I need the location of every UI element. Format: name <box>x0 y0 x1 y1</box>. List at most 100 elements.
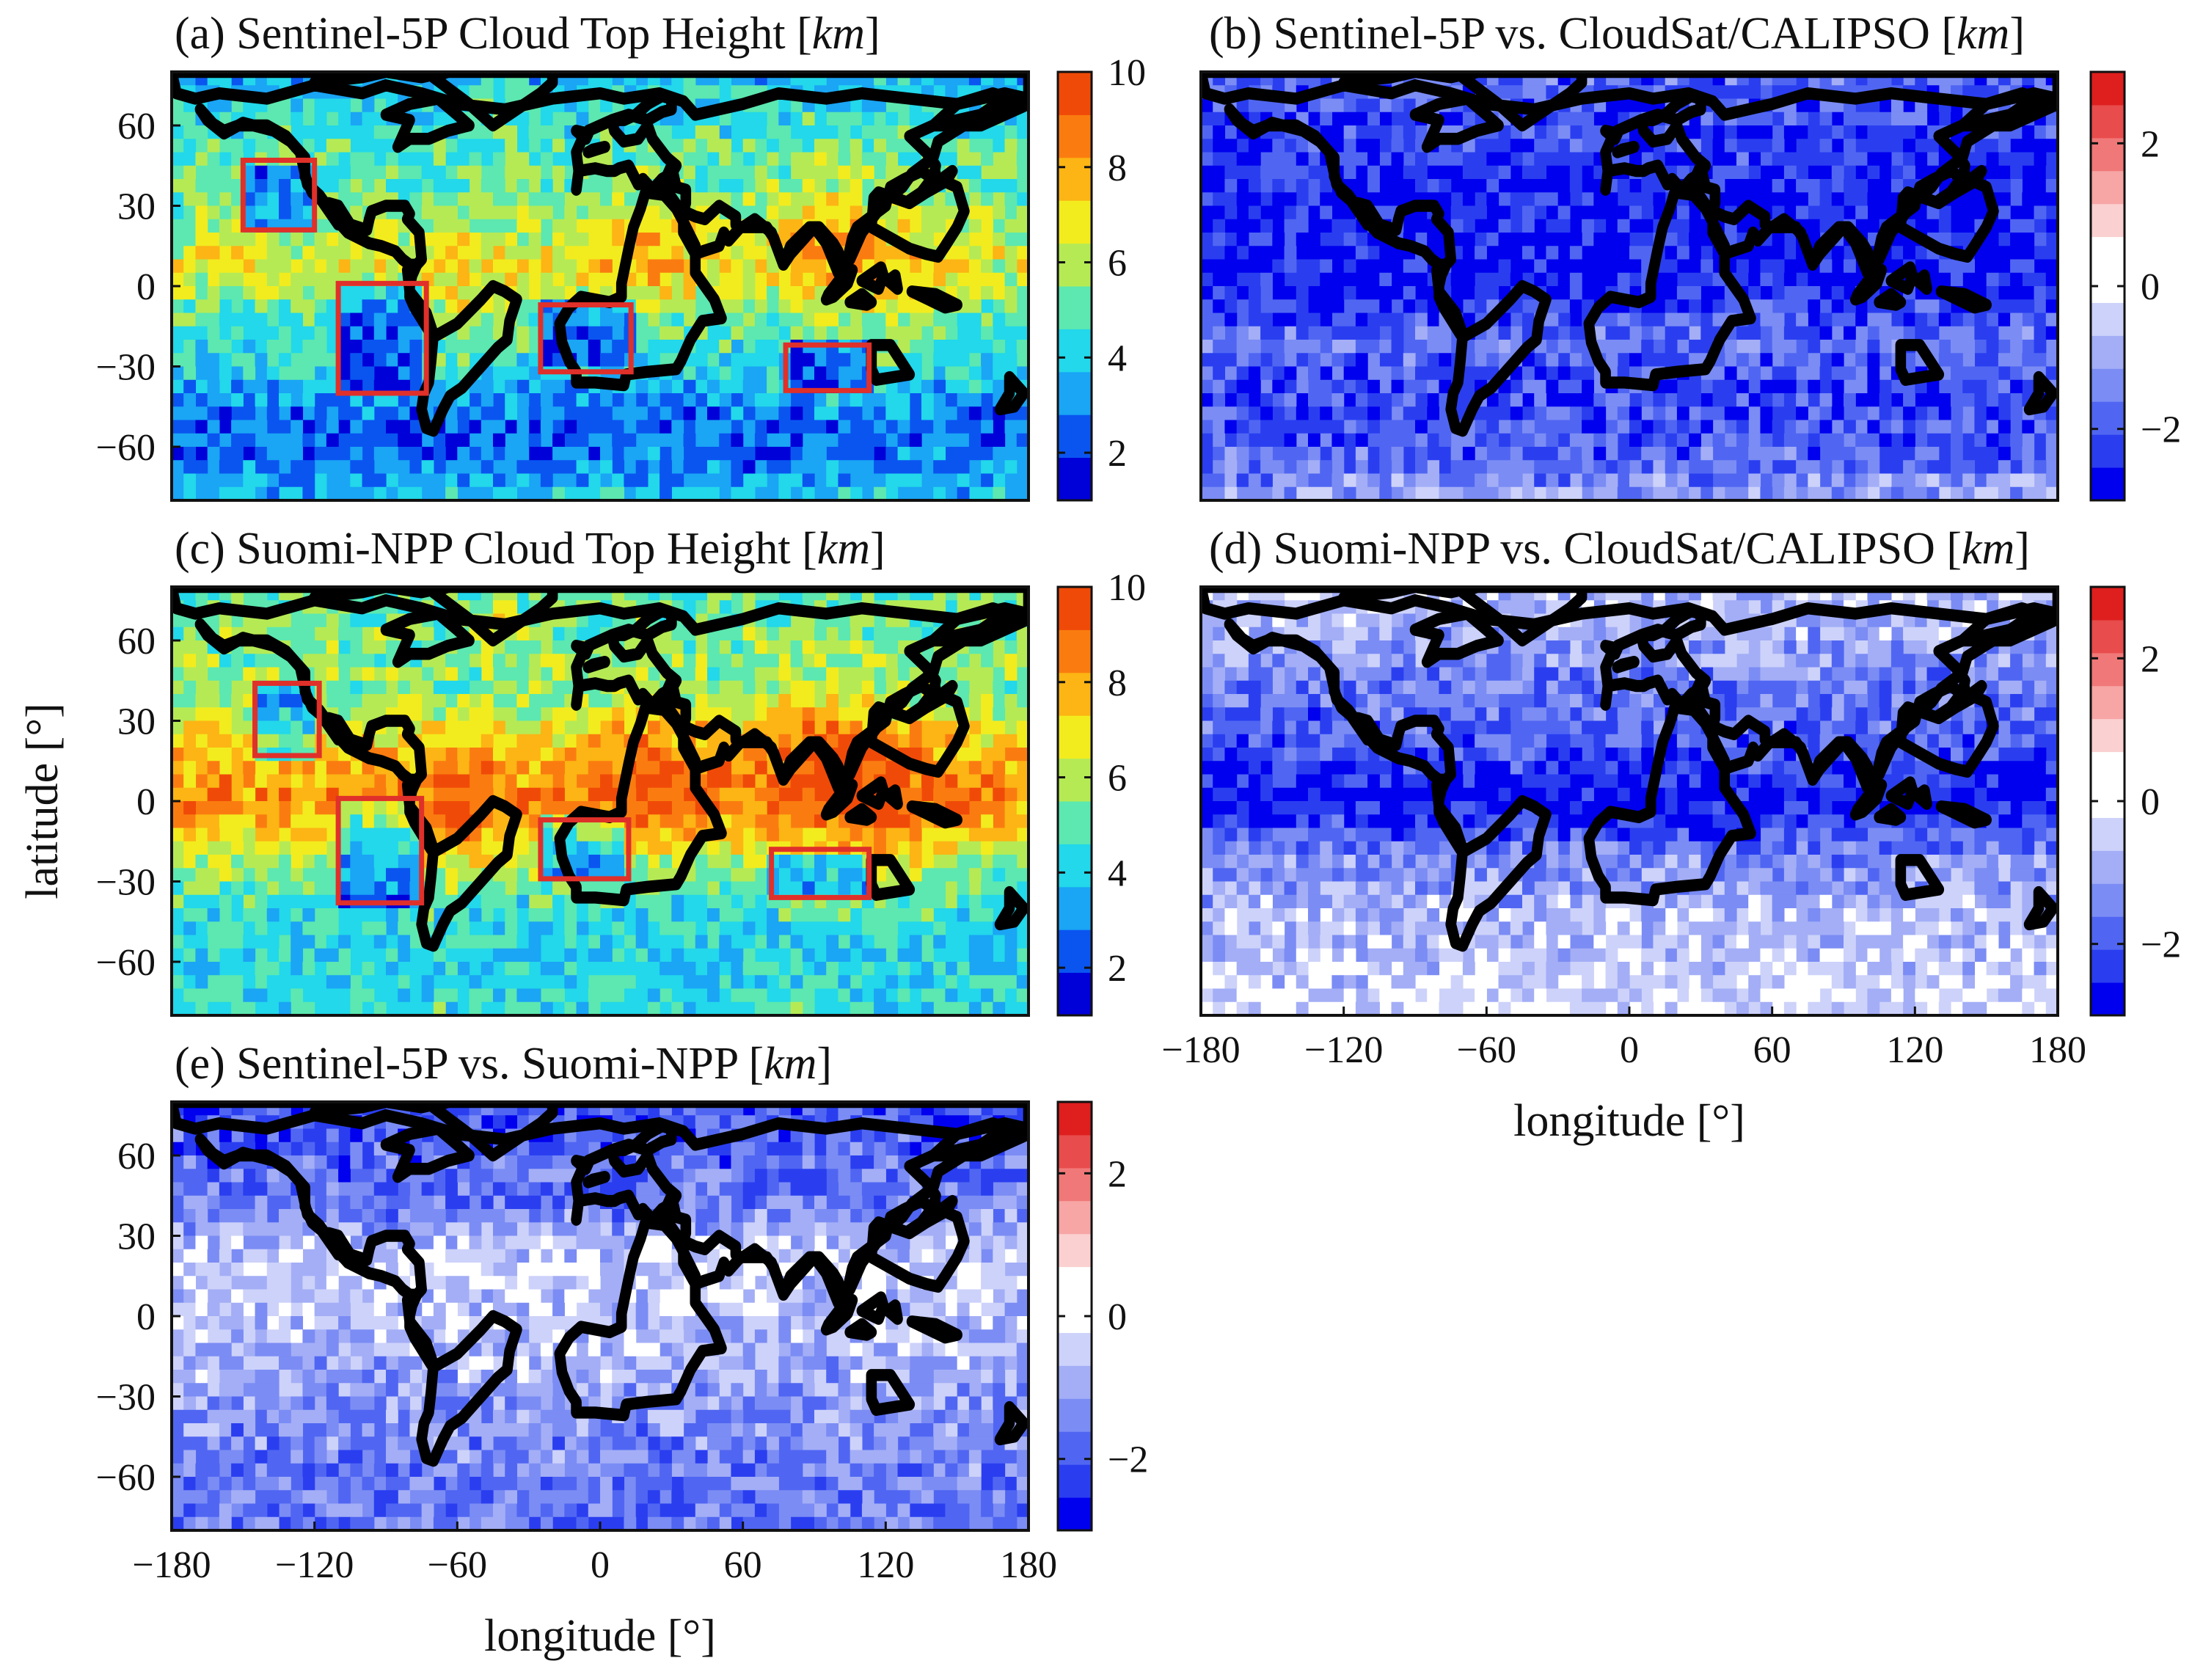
map-cell-row-c <box>255 680 1018 695</box>
colorbar-swatch-c <box>1058 629 1092 673</box>
map-cell-row-b <box>1201 72 2047 86</box>
colorbar-swatch-d <box>2091 751 2125 786</box>
stratocumulus-region-box-a-0 <box>240 157 318 233</box>
latitude-ticks-c: 60 30 0 −30 −60 <box>96 621 180 984</box>
latitude-tick-label-e: 60 <box>117 1136 156 1177</box>
colorbar-swatch-a <box>1058 286 1092 329</box>
colorbar-swatch-e <box>1058 1200 1092 1235</box>
longitude-tick-label-d: 180 <box>2029 1029 2086 1071</box>
colorbar-swatch-e <box>1058 1102 1092 1136</box>
map-cell-row-c <box>802 707 815 722</box>
colorbar-a: 10 8 6 4 2 <box>1056 52 1146 502</box>
map-cell-row-b <box>1272 486 2047 501</box>
colorbar-frame-a <box>1056 70 1093 502</box>
map-cell-row-c <box>172 814 1006 829</box>
map-cell-row-e <box>172 1343 934 1357</box>
map-cell-row-b <box>1236 433 2023 448</box>
map-cell-row-d <box>1236 841 2047 855</box>
map-cell-row-b <box>1213 272 2058 287</box>
map-cell-row-e <box>172 1409 1006 1424</box>
map-cell-row-d <box>1272 720 2035 735</box>
map-cell-row-b <box>1260 326 2047 340</box>
map-cell-row-e <box>183 1182 982 1197</box>
map-cell-row-d <box>1201 1001 2047 1016</box>
map-cell-row-c <box>195 1001 993 1016</box>
map-cell-row-b <box>1224 473 2047 488</box>
map-cell-row-b <box>1284 486 2023 501</box>
map-cell-row-d <box>1213 935 2011 949</box>
map-cell-row-b <box>1272 139 2011 153</box>
map-cell-row-c <box>350 855 827 869</box>
colorbar-swatch-c <box>1058 672 1092 716</box>
colorbar-swatch-a <box>1058 157 1092 201</box>
colorbar-swatch-a <box>1058 329 1092 373</box>
longitude-tick-label-e: 0 <box>591 1544 610 1586</box>
map-cell-row-a <box>350 313 363 327</box>
map-cell-row-a <box>409 85 767 100</box>
map-cell-row-e <box>219 1503 910 1518</box>
cloud-top-height-map-c <box>172 579 1029 1016</box>
map-cell-row-a <box>183 165 1018 180</box>
map-cell-row-e <box>231 1490 1006 1505</box>
map-cell-row-b <box>1224 460 1666 475</box>
latitude-ticks-e: 60 30 0 −30 −60 <box>96 1136 180 1499</box>
latitude-tick-label-a: −30 <box>96 347 156 389</box>
map-cell-row-c <box>528 680 934 695</box>
map-cell-row-d <box>1201 855 2058 869</box>
map-cell-row-b <box>1224 179 2058 193</box>
map-cell-row-a <box>660 179 863 193</box>
map-cell-row-a <box>635 165 874 180</box>
colorbar-swatch-b <box>2091 203 2125 238</box>
map-cell-row-c <box>231 654 993 668</box>
map-cell-row-c <box>350 814 363 829</box>
map-cell-row-b <box>1201 299 2047 314</box>
stratocumulus-region-box-c-0 <box>252 680 322 759</box>
colorbar-swatch-b <box>2091 72 2125 106</box>
map-cell-row-c <box>172 828 1029 842</box>
colorbar-swatch-a <box>1058 457 1092 501</box>
map-cell-row-a <box>195 420 1006 434</box>
map-cell-row-b <box>1260 125 1915 139</box>
map-cell-row-e <box>195 1503 1018 1518</box>
stratocumulus-region-box-a-3 <box>783 342 872 393</box>
map-cell-row-a <box>195 179 1029 193</box>
map-cell-row-c <box>183 720 982 735</box>
map-cell-row-e <box>255 1302 1029 1317</box>
map-cell-row-c <box>291 935 1018 949</box>
colorbar-tick-label-d: 0 <box>2141 781 2160 823</box>
colorbar-swatch-a <box>1058 72 1092 115</box>
map-cell-row-b <box>1201 192 2023 207</box>
map-cell-row-b <box>1201 460 2023 475</box>
colorbar-swatch-c <box>1058 972 1092 1016</box>
colorbar-tick-label-b: −2 <box>2141 409 2181 451</box>
map-cell-row-e <box>195 1329 958 1344</box>
colorbar-swatch-e <box>1058 1398 1092 1432</box>
colorbar-swatch-b <box>2091 302 2125 336</box>
map-cell-row-e <box>968 1463 982 1478</box>
map-cell-row-e <box>207 1182 1029 1197</box>
difference-map-b <box>1201 64 2058 501</box>
map-cell-row-a <box>338 286 423 300</box>
map-cell-row-a <box>219 233 1006 246</box>
map-cell-row-e <box>195 1209 982 1223</box>
map-cell-row-a <box>172 152 958 167</box>
map-frame-b <box>1199 70 2059 502</box>
map-cell-row-c <box>183 948 1029 963</box>
map-cell-row-c <box>183 801 970 815</box>
map-cell-row-e <box>183 1289 1006 1304</box>
latitude-tick-label-e: 0 <box>136 1296 156 1338</box>
map-cell-row-a <box>814 152 827 167</box>
colorbar-swatch-a <box>1058 371 1092 415</box>
map-cell-row-e <box>326 1423 993 1437</box>
map-cell-row-a <box>326 433 1006 448</box>
map-cell-row-a <box>826 192 839 207</box>
stratocumulus-region-box-c-2 <box>538 817 632 882</box>
map-cell-row-b <box>1201 98 2047 113</box>
map-cell-row-b <box>1201 393 2047 407</box>
colorbar-swatch-a <box>1058 414 1092 459</box>
map-cell-row-a <box>362 299 577 314</box>
map-cell-row-a <box>195 152 1018 167</box>
colorbar-swatch-b <box>2091 368 2125 402</box>
colorbar-swatch-d <box>2091 982 2125 1016</box>
